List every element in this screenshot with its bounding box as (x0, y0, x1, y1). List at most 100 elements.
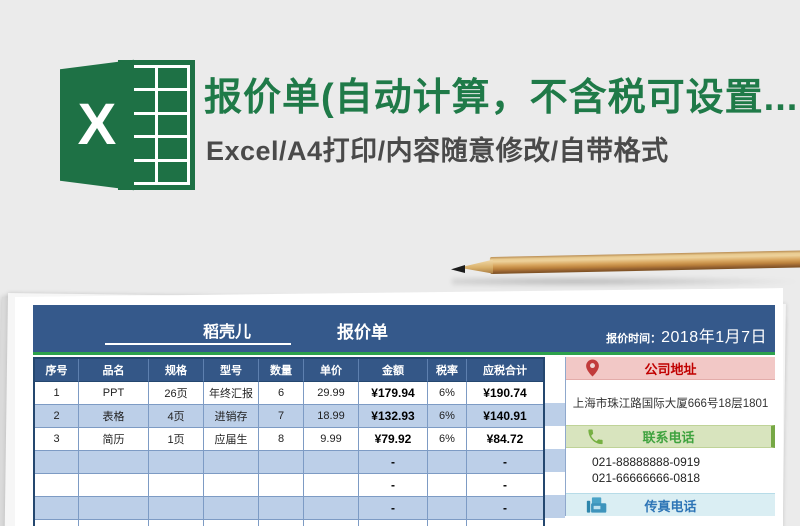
pencil-shadow (452, 276, 800, 287)
table-cell: 应届生 (204, 428, 259, 451)
table-cell (35, 451, 79, 474)
panel-section-fax: 传真电话 (566, 493, 775, 516)
table-cell: 2 (35, 405, 79, 428)
quotation-table: 序号 品名 规格 型号 数量 单价 金额 税率 应税合计 1 PPT 26页 年… (33, 357, 545, 526)
sheet-title: 稻壳儿 报价单 (105, 318, 388, 345)
table-row: - - (35, 451, 543, 474)
table-cell (79, 520, 149, 526)
logo-letter: X (77, 92, 117, 157)
phone-icon (588, 428, 603, 444)
table-cell-total (467, 520, 543, 526)
table-header-row: 序号 品名 规格 型号 数量 单价 金额 税率 应税合计 (35, 359, 543, 382)
panel-section-address: 公司地址 (566, 357, 775, 380)
table-cell: 7 (259, 405, 304, 428)
table-cell (204, 497, 259, 520)
banner-title: 报价单(自动计算，不含税可设置... (204, 77, 799, 119)
panel-section-phone: 联系电话 (566, 425, 775, 448)
table-cell (35, 497, 79, 520)
column-header: 金额 (359, 359, 428, 382)
table-cell-total: - (467, 451, 543, 474)
table-cell-total: - (467, 474, 543, 497)
pencil-graphite-tip (451, 265, 465, 273)
excel-logo-icon: X (60, 57, 196, 193)
table-cell: 6% (428, 405, 467, 428)
table-cell: 1页 (149, 428, 204, 451)
quotation-sheet: 稻壳儿 报价单 报价时间： 2018年1月7日 序号 品名 规格 型号 数量 单… (15, 288, 783, 526)
table-cell (204, 451, 259, 474)
column-header: 序号 (35, 359, 79, 382)
table-cell (35, 520, 79, 526)
table-cell-amount: - (359, 451, 428, 474)
spreadsheet-grid-icon (118, 60, 195, 190)
table-cell-total: ¥190.74 (467, 382, 543, 405)
table-cell (79, 451, 149, 474)
table-cell: 9.99 (304, 428, 359, 451)
table-cell-total: ¥140.91 (467, 405, 543, 428)
table-cell (149, 474, 204, 497)
phone-number: 021-88888888-0919 (592, 455, 701, 469)
column-header: 数量 (259, 359, 304, 382)
table-cell (259, 520, 304, 526)
underline-rule (105, 328, 193, 345)
table-row: 1 PPT 26页 年终汇报 6 29.99 ¥179.94 6% ¥190.7… (35, 382, 543, 405)
quote-time: 报价时间： 2018年1月7日 (606, 323, 767, 347)
table-row (35, 520, 543, 526)
panel-section-label: 公司地址 (644, 361, 697, 377)
column-header: 单价 (304, 359, 359, 382)
document-title: 报价单 (337, 323, 389, 342)
table-cell (149, 520, 204, 526)
sheet-title-bar: 稻壳儿 报价单 报价时间： 2018年1月7日 (33, 305, 775, 352)
column-header: 型号 (204, 359, 259, 382)
table-cell: 年终汇报 (204, 382, 259, 405)
table-cell-amount: - (359, 497, 428, 520)
table-cell (304, 497, 359, 520)
table-cell (304, 474, 359, 497)
green-divider (33, 352, 775, 355)
table-cell (428, 451, 467, 474)
table-cell-amount: - (359, 474, 428, 497)
table-cell-amount: ¥179.94 (359, 382, 428, 405)
table-cell (259, 474, 304, 497)
banner-subtitle: Excel/A4打印/内容随意修改/自带格式 (206, 136, 669, 166)
table-cell: 29.99 (304, 382, 359, 405)
table-cell: 简历 (79, 428, 149, 451)
table-cell (35, 474, 79, 497)
table-cell (149, 497, 204, 520)
table-row: - - (35, 497, 543, 520)
table-cell-amount: ¥79.92 (359, 428, 428, 451)
table-cell: 表格 (79, 405, 149, 428)
table-cell (259, 497, 304, 520)
table-cell-total: - (467, 497, 543, 520)
brand-name: 稻壳儿 (193, 318, 292, 345)
table-cell (428, 497, 467, 520)
table-cell: 1 (35, 382, 79, 405)
table-cell: PPT (79, 382, 149, 405)
table-cell: 进销存 (204, 405, 259, 428)
table-cell: 26页 (149, 382, 204, 405)
table-cell (428, 474, 467, 497)
table-cell (79, 497, 149, 520)
quote-time-value: 2018年1月7日 (661, 329, 767, 346)
table-cell: 3 (35, 428, 79, 451)
column-header: 品名 (79, 359, 149, 382)
table-cell: 6% (428, 428, 467, 451)
table-cell: 18.99 (304, 405, 359, 428)
excel-x-icon: X (60, 59, 134, 191)
table-cell: 6 (259, 382, 304, 405)
column-header: 税率 (428, 359, 467, 382)
map-pin-icon (586, 359, 599, 377)
contact-panel: 公司地址 上海市珠江路国际大厦666号18层1801 联系电话 021-8888… (565, 357, 775, 516)
table-cell: 4页 (149, 405, 204, 428)
column-header: 应税合计 (467, 359, 543, 382)
panel-section-label: 联系电话 (642, 430, 695, 445)
table-row: 2 表格 4页 进销存 7 18.99 ¥132.93 6% ¥140.91 (35, 405, 543, 428)
table-cell-amount: ¥132.93 (359, 405, 428, 428)
company-address: 上海市珠江路国际大厦666号18层1801 (566, 380, 775, 425)
phone-numbers: 021-88888888-0919 021-66666666-0818 (566, 448, 775, 493)
table-cell (79, 474, 149, 497)
fax-icon (586, 497, 607, 513)
quote-time-label: 报价时间： (606, 333, 662, 345)
table-cell (304, 451, 359, 474)
table-cell (149, 451, 204, 474)
